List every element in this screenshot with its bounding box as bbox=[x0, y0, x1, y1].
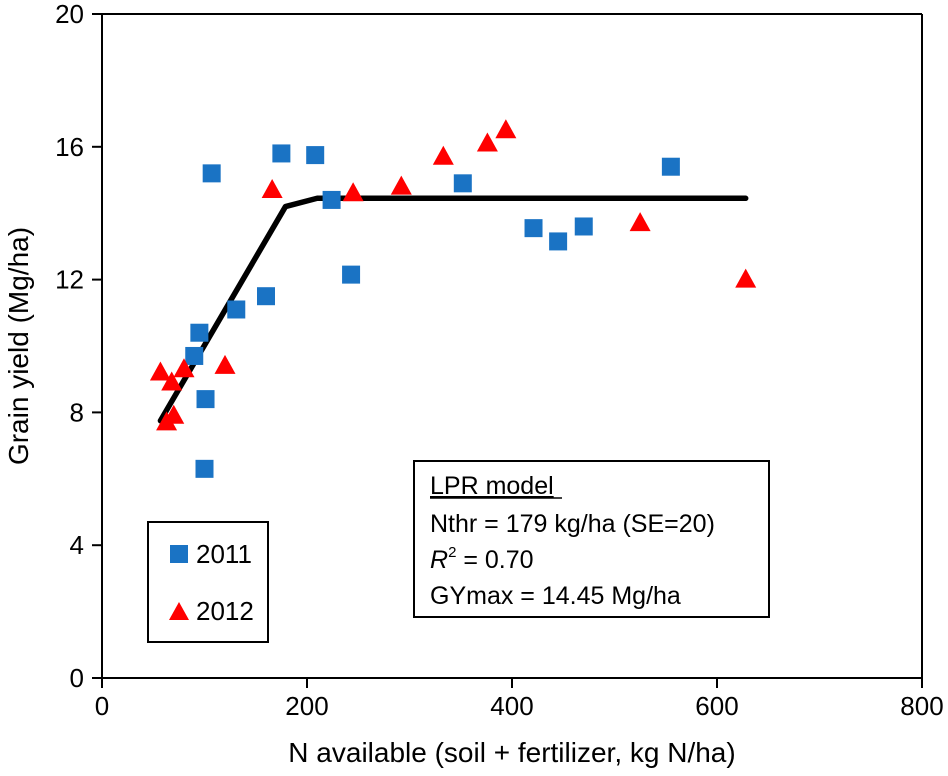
annotation-r2-value: = 0.70 bbox=[456, 546, 533, 574]
data-points-group bbox=[149, 119, 757, 478]
point-2012 bbox=[163, 404, 185, 424]
annotation-title: LPR model bbox=[430, 472, 554, 500]
lpr-fit-line bbox=[157, 195, 749, 424]
legend-label-2012: 2012 bbox=[196, 596, 254, 626]
point-2011 bbox=[185, 346, 204, 365]
point-2011 bbox=[196, 390, 215, 409]
point-2012 bbox=[214, 354, 236, 374]
legend-box bbox=[147, 521, 269, 643]
point-2011 bbox=[195, 459, 214, 478]
point-2011 bbox=[202, 164, 221, 183]
legend-label-2011: 2011 bbox=[196, 539, 252, 569]
point-2012 bbox=[495, 119, 517, 139]
point-2012 bbox=[390, 175, 412, 195]
point-2012 bbox=[735, 268, 757, 288]
x-tick-label: 200 bbox=[285, 691, 328, 721]
annotation-r2-symbol: R bbox=[430, 546, 448, 574]
point-2012 bbox=[261, 178, 283, 198]
y-tick-label: 4 bbox=[70, 530, 84, 560]
x-axis-ticks: 0 200 400 600 800 bbox=[95, 678, 944, 721]
y-tick-label: 8 bbox=[70, 397, 84, 427]
point-2011 bbox=[574, 217, 593, 236]
x-tick-label: 0 bbox=[95, 691, 109, 721]
point-2011 bbox=[227, 300, 246, 319]
annotation-box bbox=[413, 460, 770, 618]
x-axis-title: N available (soil + fertilizer, kg N/ha) bbox=[288, 737, 735, 768]
y-axis-title: Grain yield (Mg/ha) bbox=[3, 227, 34, 465]
point-2012 bbox=[629, 212, 651, 232]
model-annotation: LPR model Nthr = 179 kg/ha (SE=20) R2 = … bbox=[413, 460, 770, 618]
point-2012 bbox=[173, 358, 195, 378]
point-2011 bbox=[190, 323, 209, 342]
lpr-fit-line-group bbox=[157, 195, 749, 424]
point-2011 bbox=[661, 157, 680, 176]
y-tick-label: 16 bbox=[55, 132, 84, 162]
x-tick-label: 600 bbox=[695, 691, 738, 721]
x-tick-label: 400 bbox=[490, 691, 533, 721]
y-axis-ticks: 0 4 8 12 16 20 bbox=[55, 0, 102, 693]
y-tick-label: 20 bbox=[55, 0, 84, 29]
point-2011 bbox=[272, 144, 291, 163]
point-2012 bbox=[149, 361, 171, 381]
legend-square-marker-icon bbox=[170, 545, 188, 563]
y-tick-label: 0 bbox=[70, 663, 84, 693]
point-2012 bbox=[432, 145, 454, 165]
point-2012 bbox=[342, 182, 364, 202]
point-2011 bbox=[322, 190, 341, 209]
point-2012 bbox=[476, 132, 498, 152]
point-2011 bbox=[524, 219, 543, 238]
y-tick-label: 12 bbox=[55, 265, 84, 295]
legend-triangle-marker-icon bbox=[169, 602, 189, 620]
legend: 2011 2012 bbox=[147, 521, 269, 643]
annotation-r2-superscript: 2 bbox=[448, 544, 456, 561]
point-2011 bbox=[342, 265, 361, 284]
x-tick-label: 800 bbox=[900, 691, 943, 721]
point-2011 bbox=[453, 174, 472, 193]
point-2011 bbox=[257, 287, 275, 306]
annotation-nthr: Nthr = 179 kg/ha (SE=20) bbox=[430, 510, 715, 538]
point-2012 bbox=[161, 371, 183, 391]
annotation-gymax: GYmax = 14.45 Mg/ha bbox=[430, 582, 681, 610]
annotation-r2: R2 = 0.70 bbox=[430, 544, 534, 574]
point-2011 bbox=[306, 146, 325, 165]
point-2011 bbox=[549, 232, 568, 251]
